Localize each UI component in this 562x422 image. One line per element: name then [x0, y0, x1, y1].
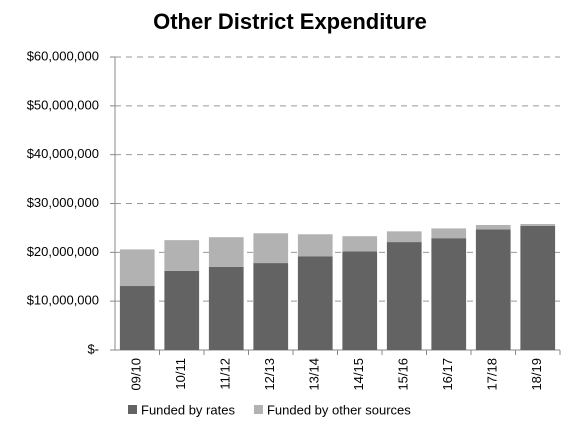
bar-segment	[520, 225, 556, 350]
bar-segment	[119, 286, 155, 350]
bar-segment	[386, 242, 422, 350]
x-tick-label: 18/19	[529, 358, 544, 391]
x-tick-label: 13/14	[307, 358, 322, 391]
bar-segment	[164, 270, 200, 350]
bar-segment	[386, 231, 422, 243]
bar-segment	[342, 236, 378, 252]
bar-segment	[297, 256, 333, 350]
bar-segment	[297, 234, 333, 257]
legend-swatch	[253, 405, 263, 414]
bar-segment	[520, 224, 556, 226]
bar-segment	[342, 251, 378, 350]
bar-segment	[164, 240, 200, 271]
legend-label: Funded by rates	[141, 402, 235, 417]
y-tick-label: $20,000,000	[27, 244, 99, 259]
x-tick-label: 17/18	[485, 358, 500, 391]
y-tick-label: $10,000,000	[27, 293, 99, 308]
y-tick-label: $50,000,000	[27, 97, 99, 112]
y-tick-label: $-	[87, 341, 99, 356]
chart-title: Other District Expenditure	[153, 9, 427, 34]
bar-segment	[431, 228, 467, 239]
x-tick-label: 11/12	[218, 358, 233, 390]
bar-segment	[431, 238, 467, 350]
y-tick-label: $40,000,000	[27, 146, 99, 161]
bar-segment	[208, 237, 244, 267]
bar-segment	[253, 233, 289, 264]
x-tick-label: 14/15	[351, 358, 366, 391]
x-tick-label: 09/10	[129, 358, 144, 391]
bar-segment	[475, 229, 511, 350]
bar-segment	[208, 266, 244, 350]
legend-swatch	[128, 405, 137, 414]
x-tick-label: 16/17	[440, 358, 455, 391]
x-tick-label: 12/13	[262, 358, 277, 391]
y-tick-label: $60,000,000	[27, 48, 99, 63]
x-tick-label: 15/16	[396, 358, 411, 391]
legend-label: Funded by other sources	[267, 402, 411, 417]
bar-segment	[475, 224, 511, 230]
bar-segment	[119, 249, 155, 287]
y-tick-label: $30,000,000	[27, 195, 99, 210]
x-tick-label: 10/11	[173, 358, 188, 390]
bar-segment	[253, 263, 289, 350]
